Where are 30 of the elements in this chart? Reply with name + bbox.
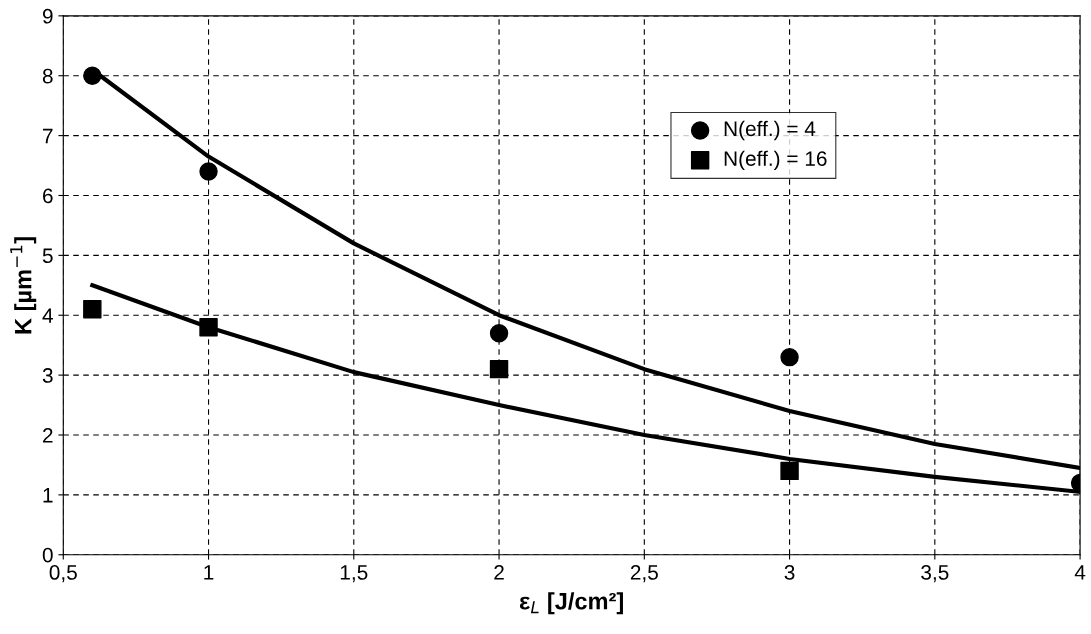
legend-label: N(eff.) = 16 [724,150,827,171]
point [780,461,799,481]
y-tick-label: 2 [43,428,53,443]
x-tick-label: 2,5 [630,565,658,583]
x-tick-label: 3 [784,565,795,580]
x-tick-label: 0,5 [49,565,77,583]
x-tick-label: 4 [1074,565,1086,580]
point [199,162,218,181]
x-tick-label: 1,5 [340,565,368,583]
point [83,66,102,85]
x-tick-label: 2 [494,565,504,580]
y-tick-label: 5 [42,248,53,264]
y-tick-label: 1 [43,488,53,503]
y-tick-label: 6 [43,188,53,204]
point [199,318,218,337]
y-tick-label: 4 [42,308,53,323]
point [780,347,799,367]
y-tick-label: 8 [42,68,53,84]
y-tick-label: 9 [42,8,53,24]
point [489,324,509,343]
x-tick-label: 1 [204,565,214,580]
y-tick-label: 7 [43,128,53,144]
x-axis-title: ε$_{L}$ [J/cm²] [519,592,623,615]
legend-label: N(eff.) = 4 [724,120,816,141]
point [489,359,509,379]
y-tick-label: 3 [42,368,53,383]
y-tick-label: 0 [42,547,53,563]
y-axis-title: K [µm$^{−1}$] [10,237,37,334]
point [83,300,102,319]
x-tick-label: 3,5 [921,565,949,583]
